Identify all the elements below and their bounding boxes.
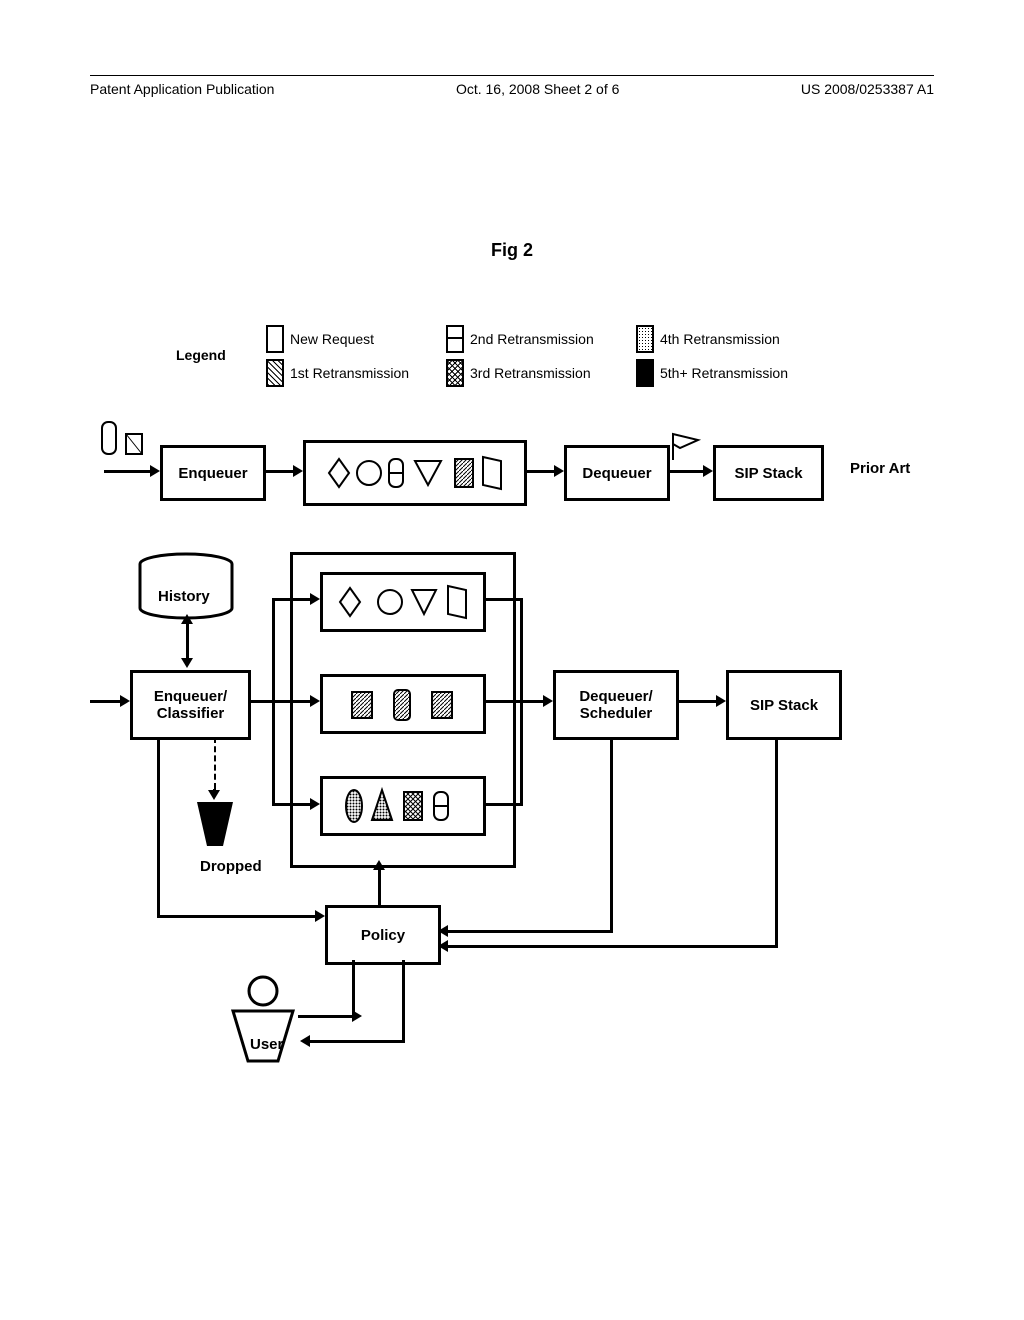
prior-enqueuer-label: Enqueuer: [178, 465, 247, 482]
queue-row-0: [320, 572, 486, 632]
policy-label: Policy: [361, 927, 405, 944]
arrow: [448, 945, 778, 948]
legend-title: Legend: [176, 347, 226, 363]
sip-stack-box: SIP Stack: [726, 670, 842, 740]
queue-row-1: [320, 674, 486, 734]
line: [483, 803, 523, 806]
queue-row-0-icon: [328, 580, 478, 624]
policy-box: Policy: [325, 905, 441, 965]
arrow: [272, 598, 310, 601]
arrow: [667, 470, 703, 473]
enqueuer-classifier-label: Enqueuer/ Classifier: [154, 688, 227, 722]
legend-label-0: New Request: [290, 331, 374, 347]
queue-row-1-icon: [328, 682, 478, 726]
prior-sip-label: SIP Stack: [734, 465, 802, 482]
arrow: [524, 470, 554, 473]
header-left: Patent Application Publication: [90, 81, 274, 97]
legend-icon-3rd: [446, 359, 464, 387]
arrow: [483, 700, 543, 703]
queue-shapes-icon: [315, 451, 515, 495]
history-label: History: [158, 588, 210, 605]
arrow: [310, 1040, 405, 1043]
legend-label-2: 2nd Retransmission: [470, 331, 594, 347]
line: [610, 737, 613, 933]
line: [352, 960, 355, 1018]
sip-stack-label: SIP Stack: [750, 697, 818, 714]
arrow: [378, 870, 381, 905]
header-center: Oct. 16, 2008 Sheet 2 of 6: [456, 81, 619, 97]
prior-sip-box: SIP Stack: [713, 445, 824, 501]
line: [483, 598, 523, 601]
figure-label: Fig 2: [491, 240, 533, 261]
history-cylinder-icon: [136, 552, 236, 622]
line: [775, 737, 778, 948]
flag-icon: [670, 432, 710, 462]
legend-label-1: 1st Retransmission: [290, 365, 409, 381]
legend-icon-new: [266, 325, 284, 353]
arrow: [263, 470, 293, 473]
incoming-shapes-icon: [100, 420, 150, 460]
dropped-label: Dropped: [200, 858, 262, 875]
line: [248, 700, 274, 703]
arrow: [676, 700, 716, 703]
arrow: [157, 915, 315, 918]
arrow: [272, 803, 310, 806]
arrow: [298, 1015, 352, 1018]
prior-art-label: Prior Art: [850, 460, 910, 477]
prior-dequeuer-box: Dequeuer: [564, 445, 670, 501]
line: [157, 737, 160, 915]
legend-icon-5th: [636, 359, 654, 387]
line: [402, 960, 405, 1043]
arrow: [448, 930, 613, 933]
prior-dequeuer-label: Dequeuer: [582, 465, 651, 482]
legend-label-3: 3rd Retransmission: [470, 365, 591, 381]
queue-row-2-icon: [328, 784, 478, 828]
legend-label-4: 4th Retransmission: [660, 331, 780, 347]
dropped-bin-icon: [195, 800, 235, 850]
header-right: US 2008/0253387 A1: [801, 81, 934, 97]
legend-icon-4th: [636, 325, 654, 353]
dequeuer-scheduler-label: Dequeuer/ Scheduler: [579, 688, 652, 722]
arrow: [272, 700, 310, 703]
dequeuer-scheduler-box: Dequeuer/ Scheduler: [553, 670, 679, 740]
prior-queue-box: [303, 440, 527, 506]
enqueuer-classifier-box: Enqueuer/ Classifier: [130, 670, 251, 740]
arrow: [104, 470, 150, 473]
arrow: [90, 700, 120, 703]
prior-enqueuer-box: Enqueuer: [160, 445, 266, 501]
user-label: User: [250, 1036, 283, 1053]
dashed-line: [214, 737, 216, 789]
queue-row-2: [320, 776, 486, 836]
legend-label-5: 5th+ Retransmission: [660, 365, 788, 381]
page-header: Patent Application Publication Oct. 16, …: [90, 75, 934, 97]
legend-icon-2nd: [446, 325, 464, 353]
arrow: [213, 789, 216, 790]
arrow: [186, 624, 189, 658]
legend-icon-1st: [266, 359, 284, 387]
